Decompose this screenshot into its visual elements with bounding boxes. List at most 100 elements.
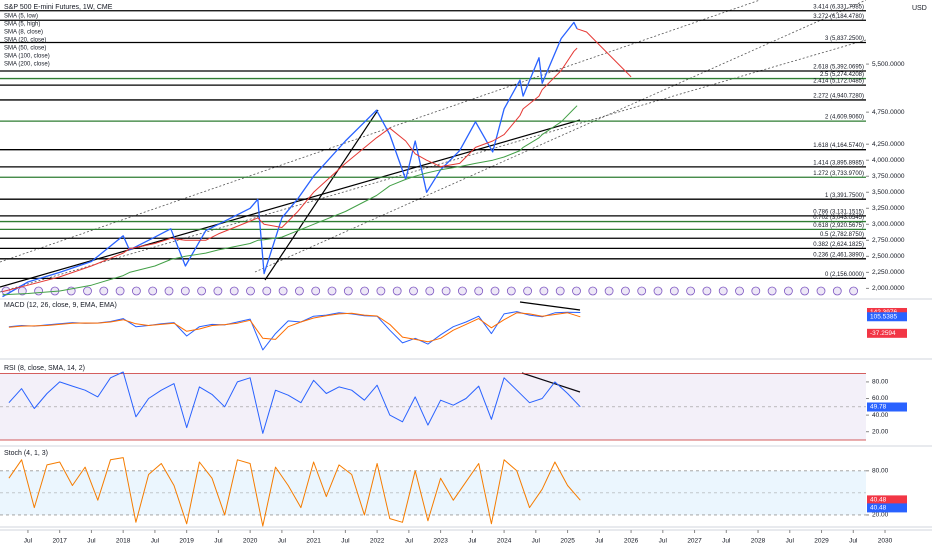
- fib-label: 0.618 (2,920.5675): [813, 223, 864, 229]
- event-icon: [474, 286, 484, 296]
- event-icon: [686, 286, 695, 296]
- x-tick-label: 2022: [370, 538, 385, 545]
- fib-label: 3.272 (6,184.4780): [813, 14, 864, 20]
- y-tick-label: 20.00: [872, 512, 889, 519]
- pane-title: Stoch (4, 1, 3): [4, 450, 48, 457]
- event-icon: [34, 286, 43, 296]
- event-icon: [148, 286, 158, 296]
- y-tick-label: 2,000.0000: [872, 285, 905, 292]
- pane-title: RSI (8, close, SMA, 14, 2): [4, 365, 85, 372]
- series-line: [2, 47, 578, 293]
- axis-layer: 2,000.0000 2,250.0000 2,500.0000 2,750.0000…: [866, 61, 905, 519]
- fib-label: 1 (3,391.7500): [825, 193, 864, 199]
- series-line: [2, 105, 578, 296]
- x-tick-label: 2018: [116, 538, 131, 545]
- x-tick-label: Jul: [659, 538, 668, 545]
- fib-label: 1.414 (3,895.8985): [813, 160, 864, 166]
- x-tick-label: Jul: [405, 538, 414, 545]
- event-icon: [131, 286, 141, 296]
- x-tick-label: Jul: [214, 538, 223, 545]
- price-tag: [867, 328, 907, 338]
- legend-entry: SMA (5, low): [4, 14, 38, 20]
- x-tick-label: Jul: [341, 538, 350, 545]
- event-icon: [718, 286, 728, 296]
- fib-label: 0 (2,156.0000): [825, 272, 864, 278]
- price-tag: [867, 402, 907, 412]
- event-icon: [523, 286, 532, 296]
- price-tag-label: 40.48: [870, 497, 887, 504]
- x-tick-label: 2026: [624, 538, 639, 545]
- event-icon: [702, 286, 712, 296]
- event-icon: [409, 286, 418, 296]
- y-tick-label: 80.00: [872, 468, 889, 475]
- fib-label: 1.272 (3,733.9700): [813, 171, 864, 177]
- event-icon: [621, 286, 630, 296]
- event-icon: [278, 286, 288, 296]
- series-line: [576, 28, 632, 78]
- x-tick-label: 2029: [814, 538, 829, 545]
- x-tick-label: Jul: [849, 538, 858, 545]
- event-icon: [637, 286, 647, 296]
- x-tick-label: 2023: [433, 538, 448, 545]
- event-icon: [294, 286, 304, 296]
- event-icon: [669, 286, 679, 296]
- event-icon: [213, 286, 223, 296]
- x-tick-label: Jul: [722, 538, 731, 545]
- fib-label: 2.272 (4,940.7280): [813, 94, 864, 100]
- event-icon: [767, 286, 777, 296]
- event-icon: [360, 286, 370, 296]
- event-icon: [392, 286, 402, 296]
- y-tick-label: 2,500.0000: [872, 253, 905, 260]
- x-tick-label: Jul: [532, 538, 541, 545]
- x-tick-label: Jul: [87, 538, 96, 545]
- series-line: [2, 21, 578, 298]
- event-icon: [539, 286, 549, 296]
- x-tick-label: 2028: [751, 538, 766, 545]
- event-icon: [376, 286, 386, 296]
- event-icon: [572, 286, 581, 296]
- fib-label: 3 (5,837.2500): [825, 36, 864, 42]
- fib-label: 2.414 (5,172.0485): [813, 79, 864, 85]
- event-icon: [588, 286, 598, 296]
- y-tick-label: 20.00: [872, 428, 889, 435]
- legend-entry: SMA (100, close): [4, 54, 50, 60]
- event-icon: [343, 286, 353, 296]
- event-icon: [99, 286, 109, 296]
- x-tick-label: 2025: [560, 538, 575, 545]
- y-tick-label: 4,750.0000: [872, 109, 905, 116]
- legend-entry: SMA (200, close): [4, 62, 50, 68]
- x-tick-label: Jul: [24, 538, 33, 545]
- event-icon: [115, 286, 125, 296]
- event-icon: [180, 286, 190, 296]
- event-icon: [506, 286, 516, 296]
- fib-label: 2.5 (5,274.4208): [820, 72, 864, 78]
- event-icon: [164, 286, 174, 296]
- price-tag: [867, 312, 907, 322]
- currency: USD: [912, 5, 927, 12]
- fib-label: 0.702 (3,043.0545): [813, 215, 864, 221]
- y-tick-label: 3,750.0000: [872, 173, 905, 180]
- fib-label: 3.414 (6,331.7985): [813, 4, 864, 10]
- event-icon: [800, 286, 810, 296]
- event-icon: [327, 286, 337, 296]
- event-icon: [246, 286, 255, 296]
- chart-title: S&P 500 E-mini Futures, 1W, CME: [4, 4, 113, 11]
- y-tick-label: 80.00: [872, 379, 889, 386]
- fib-label: 2.618 (5,392.0695): [813, 65, 864, 71]
- y-tick-label: 4,000.0000: [872, 157, 905, 164]
- x-tick-label: 2030: [878, 538, 893, 545]
- fib-label: 0.236 (2,461.3890): [813, 252, 864, 258]
- event-icon: [735, 286, 744, 296]
- event-icon: [751, 286, 761, 296]
- event-icon: [311, 286, 321, 296]
- legend-entry: SMA (5, high): [4, 22, 40, 28]
- event-icon: [425, 286, 435, 296]
- x-tick-label: 2021: [306, 538, 321, 545]
- x-tick-label: 2019: [179, 538, 194, 545]
- y-tick-label: 2,250.0000: [872, 269, 905, 276]
- legend-entry: SMA (50, close): [4, 46, 46, 52]
- x-tick-label: 2020: [243, 538, 258, 545]
- legend-entry: SMA (20, close): [4, 38, 46, 44]
- x-tick-label: Jul: [468, 538, 477, 545]
